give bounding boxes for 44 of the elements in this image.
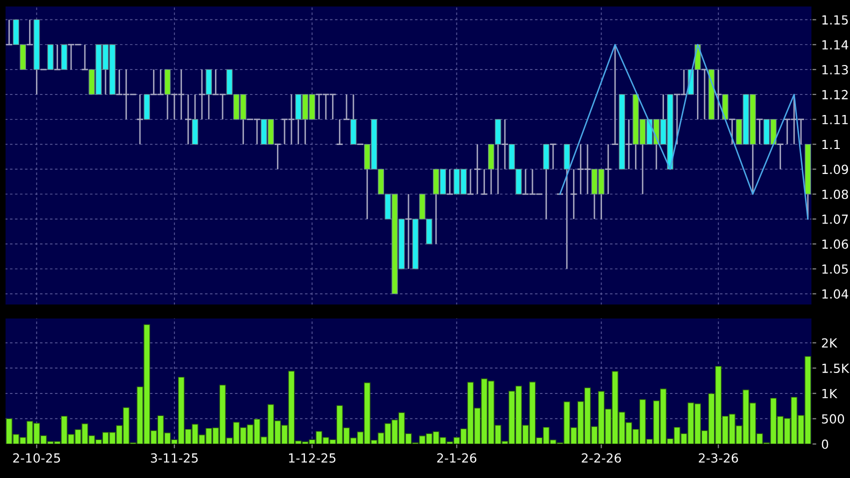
y-tick-label: 1.06 [822,239,848,249]
x-tick-label: 2-3-26 [698,453,738,463]
candlestick [184,94,192,145]
candlestick [466,168,474,195]
candlestick [570,168,578,220]
x-tick-label: 2-10-25 [13,453,60,463]
candlestick [446,168,454,195]
candlestick [5,19,13,46]
y-tick-label: 1.12 [822,90,848,100]
y-tick-label: 1.11 [822,115,848,124]
y-tick-label: 1.15 [822,15,848,25]
y-tick-label: 0 [822,439,828,449]
y-tick-label: 1.14 [822,40,848,50]
y-tick-label: 1.5K [822,364,850,374]
candlestick [797,118,805,145]
candlestick [604,144,612,195]
candlestick [480,168,488,195]
x-tick-label: 1-12-25 [289,453,336,463]
candlestick [342,94,350,120]
candlestick [501,118,509,170]
candlestick [756,118,764,145]
candlestick [136,94,144,145]
candlestick [549,144,557,170]
y-tick-label: 1.04 [822,289,848,299]
candlestick [625,118,633,170]
candlestick [26,19,34,46]
y-tick-label: 1.1 [822,140,840,150]
y-tick-label: 1.09 [822,164,848,174]
y-tick-label: 500 [822,414,844,424]
candlestick [474,144,482,195]
y-tick-label: 1.08 [822,190,848,200]
y-tick-label: 2K [822,338,838,348]
candlestick [336,118,344,145]
candlestick [728,118,736,145]
y-tick-label: 1.05 [822,264,848,274]
line-series [559,44,809,220]
candlestick [274,144,282,170]
x-tick-label: 2-1-26 [437,453,476,463]
y-tick-label: 1K [822,389,838,398]
y-tick-label: 1.13 [822,65,848,74]
candlestick [776,144,784,170]
y-tick-label: 1.07 [822,214,848,224]
x-tick-label: 2-2-26 [582,453,621,463]
x-tick-label: 3-11-25 [150,453,198,463]
